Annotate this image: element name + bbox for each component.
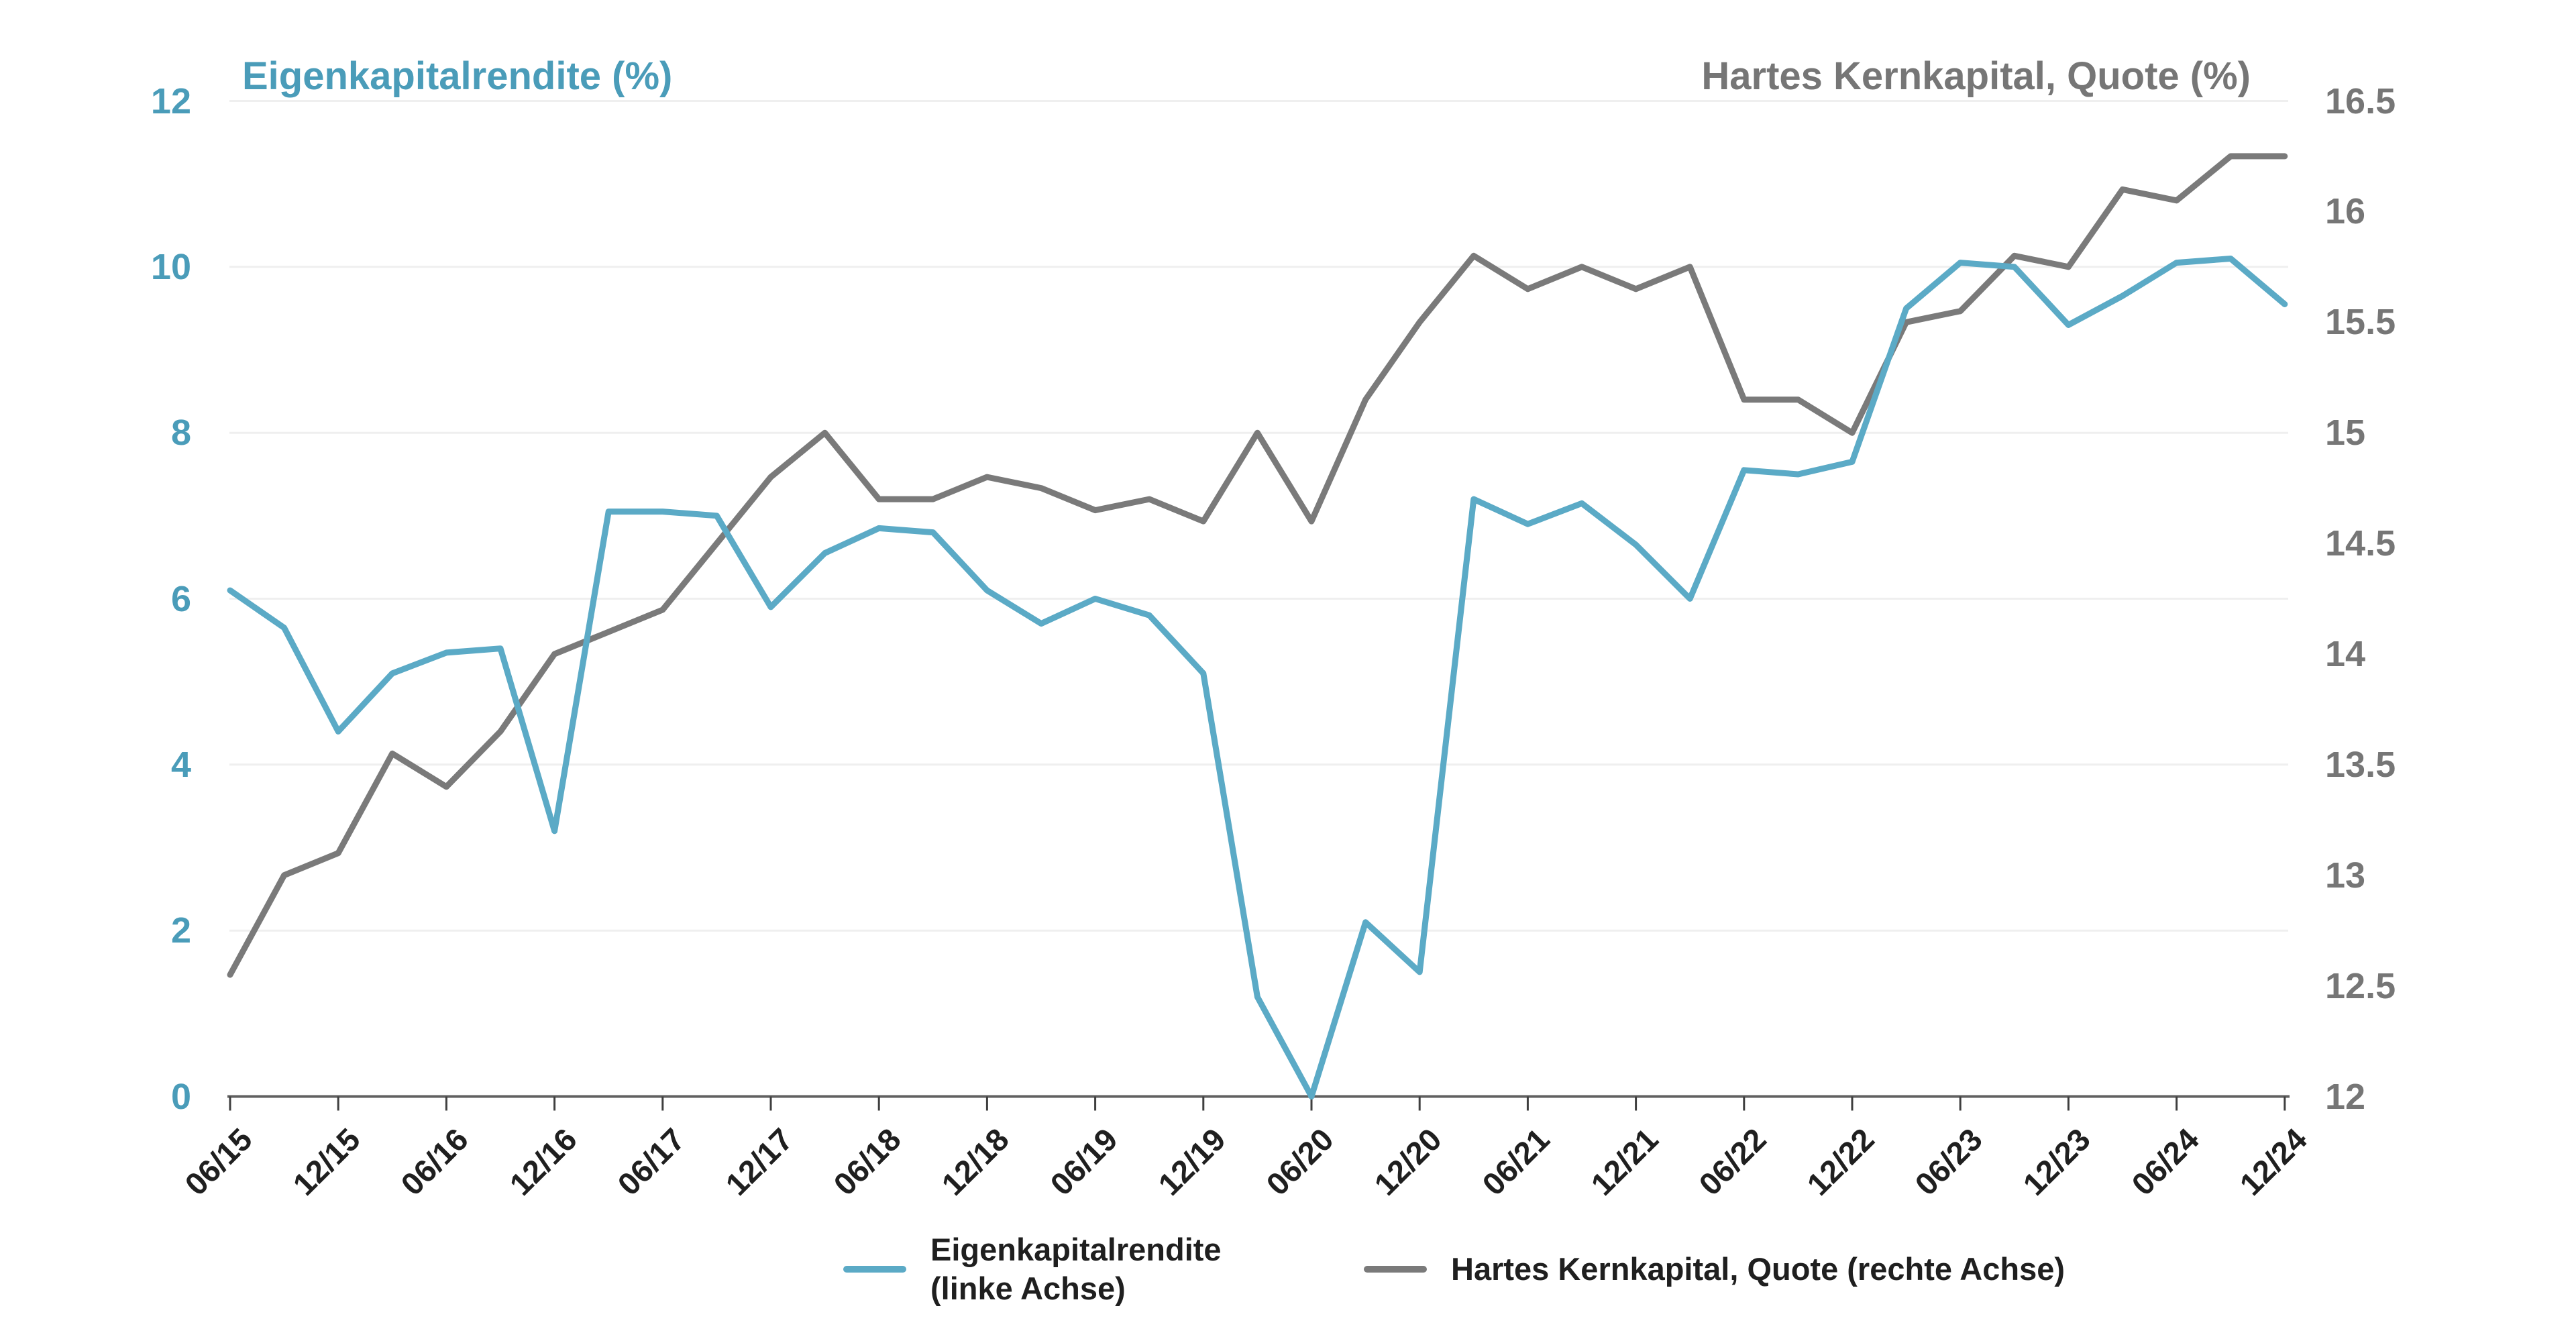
cet1-legend-label-line1: Hartes Kernkapital, Quote (rechte Achse) bbox=[1451, 1251, 2065, 1287]
left-tick-label-8: 8 bbox=[170, 413, 191, 453]
left-tick-label-12: 12 bbox=[150, 81, 191, 121]
roe-legend-label-line1: Eigenkapitalrendite bbox=[930, 1232, 1222, 1267]
roe-legend-swatch bbox=[843, 1266, 906, 1273]
right-tick-label-12: 12 bbox=[2325, 1076, 2366, 1117]
roe-line bbox=[227, 256, 2288, 1099]
right-tick-label-16.5: 16.5 bbox=[2325, 81, 2396, 121]
left-tick-label-2: 2 bbox=[170, 910, 191, 951]
right-tick-label-13: 13 bbox=[2325, 855, 2366, 896]
x-axis bbox=[227, 1095, 2290, 1111]
left-axis-title: Eigenkapitalrendite (%) bbox=[242, 54, 673, 98]
cet1-legend-swatch bbox=[1364, 1266, 1427, 1273]
right-tick-label-16: 16 bbox=[2325, 191, 2366, 232]
right-tick-label-15: 15 bbox=[2325, 413, 2366, 453]
cet1-legend-label: Hartes Kernkapital, Quote (rechte Achse) bbox=[1451, 1250, 2065, 1289]
left-tick-label-4: 4 bbox=[170, 744, 191, 785]
gridlines bbox=[229, 100, 2288, 932]
right-tick-label-15.5: 15.5 bbox=[2325, 302, 2396, 343]
left-tick-label-0: 0 bbox=[170, 1076, 191, 1117]
left-tick-label-6: 6 bbox=[170, 578, 191, 619]
right-tick-label-13.5: 13.5 bbox=[2325, 744, 2396, 785]
legend-item-roe: Eigenkapitalrendite (linke Achse) bbox=[843, 1230, 1222, 1308]
cet1-ratio-line bbox=[227, 153, 2288, 978]
right-axis-title: Hartes Kernkapital, Quote (%) bbox=[1701, 54, 2251, 98]
roe-legend-label: Eigenkapitalrendite (linke Achse) bbox=[930, 1230, 1222, 1308]
roe-legend-label-line2: (linke Achse) bbox=[930, 1271, 1126, 1306]
left-tick-label-10: 10 bbox=[150, 246, 191, 287]
right-tick-label-12.5: 12.5 bbox=[2325, 965, 2396, 1006]
legend-item-cet1: Hartes Kernkapital, Quote (rechte Achse) bbox=[1364, 1250, 2065, 1289]
right-tick-label-14.5: 14.5 bbox=[2325, 523, 2396, 564]
right-tick-label-14: 14 bbox=[2325, 633, 2366, 674]
